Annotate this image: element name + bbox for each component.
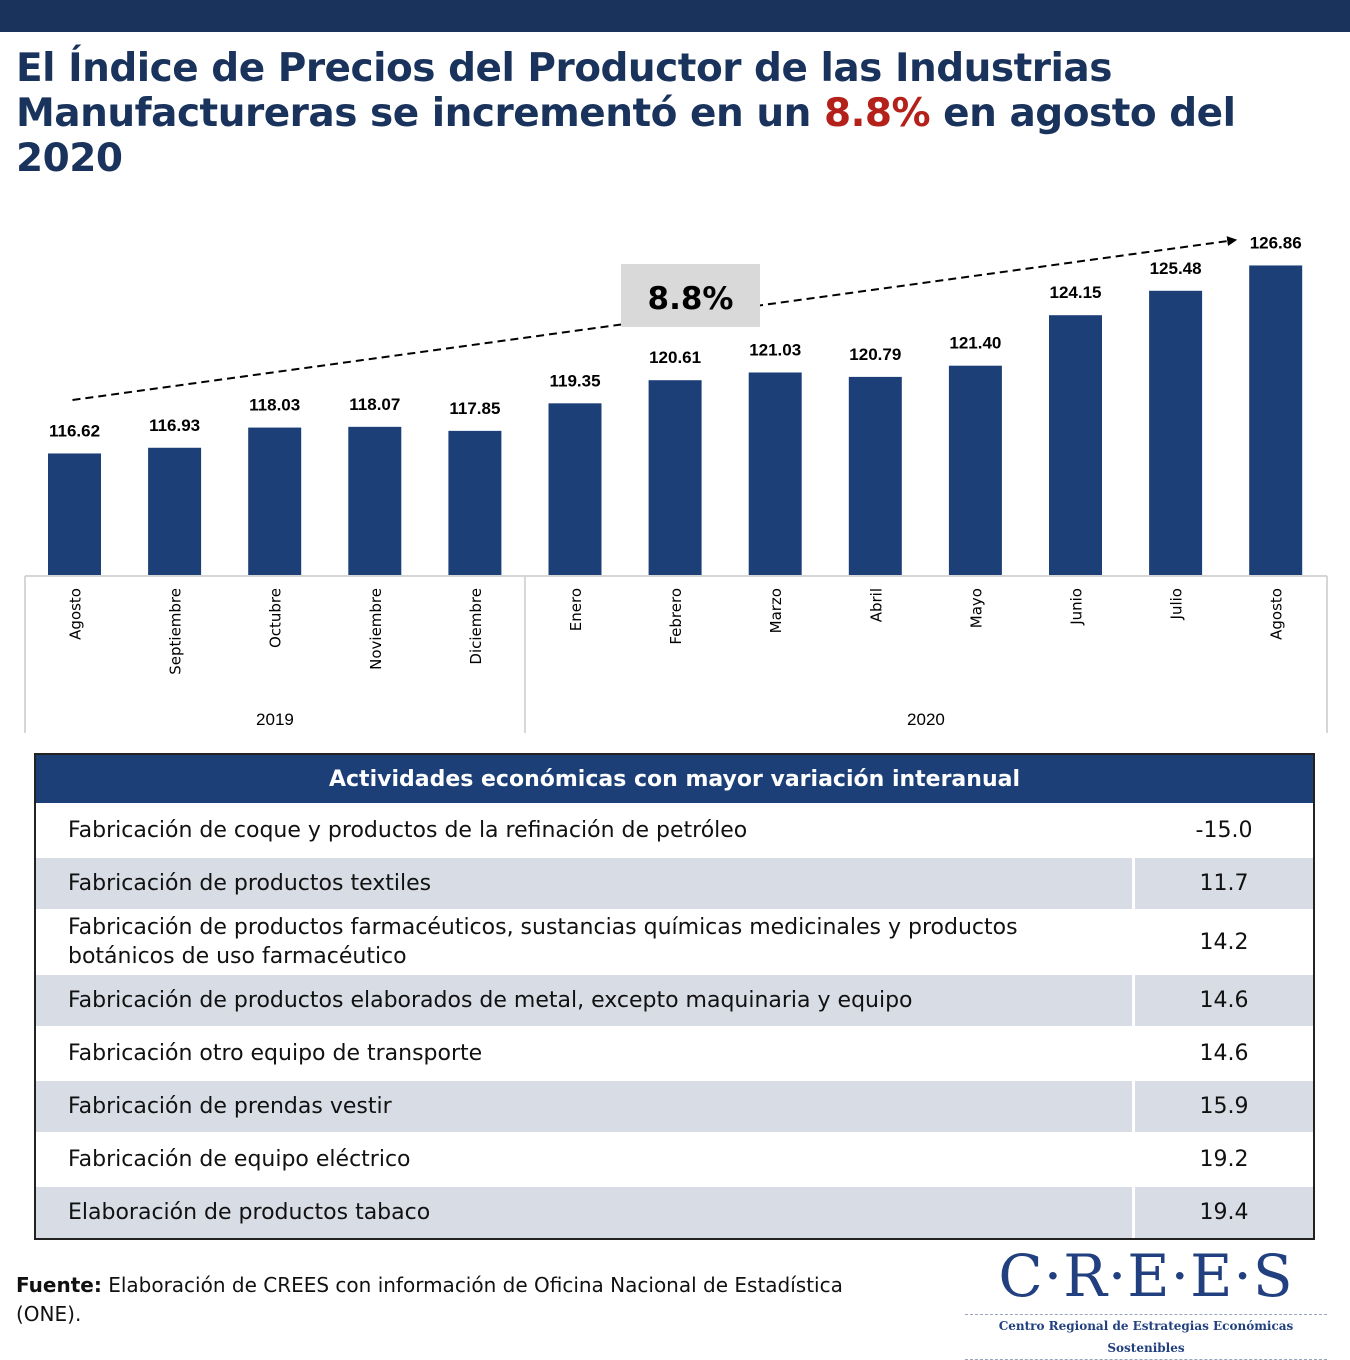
title-part-1: El Índice de Precios del Productor de la… [16, 46, 1112, 136]
growth-annotation-box [621, 264, 760, 327]
data-label-1: 116.62 [49, 421, 100, 440]
bar-chart: 116.62 Agosto 116.93 Septiembre 118.03 Octubr… [24, 233, 1328, 733]
value-cell: 19.4 [1132, 1185, 1313, 1238]
title-part-2: en agosto del 2020 [16, 91, 1236, 181]
value-cell: 14.2 [1132, 909, 1313, 974]
category-label-13: Agosto [1268, 588, 1286, 640]
value-cell: 14.6 [1132, 973, 1313, 1027]
data-label-3: 118.03 [249, 396, 300, 415]
bar-6 [548, 403, 602, 575]
title-highlight: 8.8% [823, 91, 931, 136]
page-title: El Índice de Precios del Productor de la… [16, 46, 1346, 181]
bar-13 [1249, 265, 1303, 575]
category-label-8: Marzo [767, 588, 785, 633]
source-label: Fuente: [16, 1273, 102, 1297]
category-label-6: Enero [567, 588, 585, 631]
bar-11 [1049, 315, 1102, 575]
category-label-1: Agosto [67, 588, 85, 640]
table-header: Actividades económicas con mayor variaci… [36, 755, 1313, 804]
category-label-4: Noviembre [367, 588, 385, 670]
category-label-9: Abril [867, 588, 885, 622]
data-label-9: 120.79 [849, 345, 901, 364]
activities-table: Actividades económicas con mayor variaci… [34, 753, 1315, 1240]
category-label-11: Junio [1068, 588, 1086, 626]
activity-cell: Elaboración de productos tabaco [36, 1185, 1134, 1238]
bar-4 [348, 426, 402, 575]
activity-cell: Fabricación de productos farmacéuticos, … [36, 909, 1134, 974]
year-label-2019: 2019 [256, 710, 294, 729]
category-label-10: Mayo [967, 588, 985, 628]
category-label-12: Julio [1168, 588, 1186, 620]
bar-1 [48, 453, 101, 575]
data-label-4: 118.07 [349, 395, 400, 414]
value-cell: 14.6 [1132, 1026, 1313, 1080]
data-label-6: 119.35 [549, 371, 600, 390]
activity-cell: Fabricación de productos elaborados de m… [36, 973, 1134, 1027]
bar-9 [848, 376, 902, 575]
logo-wordmark: C·R·E·E·S [998, 1242, 1294, 1310]
category-label-7: Febrero [667, 588, 685, 645]
bar-2 [148, 447, 202, 575]
data-label-8: 121.03 [749, 340, 801, 359]
data-label-10: 121.40 [949, 334, 1001, 353]
crees-logo: C·R·E·E·S Centro Regional de Estrategias… [965, 1244, 1327, 1360]
data-label-12: 125.48 [1150, 259, 1202, 278]
table-row: Fabricación de productos elaborados de m… [36, 973, 1313, 1027]
category-label-2: Septiembre [167, 588, 185, 675]
table-row: Fabricación de equipo eléctrico 19.2 [36, 1132, 1313, 1186]
value-cell: 15.9 [1132, 1079, 1313, 1133]
value-cell: 11.7 [1132, 856, 1313, 910]
logo-subtitle: Centro Regional de Estrategias Económica… [965, 1314, 1327, 1360]
value-cell: -15.0 [1132, 803, 1313, 857]
activity-cell: Fabricación de coque y productos de la r… [36, 803, 1134, 857]
year-label-2020: 2020 [907, 710, 945, 729]
category-label-3: Octubre [267, 588, 285, 648]
activity-cell: Fabricación de prendas vestir [36, 1079, 1134, 1133]
bar-10 [948, 365, 1002, 575]
data-label-11: 124.15 [1050, 283, 1102, 302]
bar-3 [248, 427, 302, 575]
value-cell: 19.2 [1132, 1132, 1313, 1186]
data-label-5: 117.85 [449, 399, 500, 418]
data-label-13: 126.86 [1250, 233, 1302, 252]
source-text: Elaboración de CREES con información de … [16, 1273, 843, 1326]
bar-7 [648, 380, 702, 575]
bar-8 [748, 372, 802, 575]
activity-cell: Fabricación de equipo eléctrico [36, 1132, 1134, 1186]
source-note: Fuente: Elaboración de CREES con informa… [16, 1271, 856, 1329]
table-row: Fabricación de productos farmacéuticos, … [36, 909, 1313, 974]
table-row: Fabricación de productos textiles 11.7 [36, 856, 1313, 910]
bar-5 [448, 430, 502, 575]
top-banner [0, 0, 1350, 32]
growth-annotation-label: 8.8% [648, 281, 734, 317]
table-row: Elaboración de productos tabaco 19.4 [36, 1185, 1313, 1238]
data-label-7: 120.61 [649, 348, 701, 367]
table-row: Fabricación de prendas vestir 15.9 [36, 1079, 1313, 1133]
activity-cell: Fabricación de productos textiles [36, 856, 1134, 910]
table-row: Fabricación otro equipo de transporte 14… [36, 1026, 1313, 1080]
category-label-5: Diciembre [467, 588, 485, 665]
data-label-2: 116.93 [149, 416, 200, 435]
activity-cell: Fabricación otro equipo de transporte [36, 1026, 1134, 1080]
table-row: Fabricación de coque y productos de la r… [36, 803, 1313, 857]
bar-12 [1149, 290, 1203, 575]
